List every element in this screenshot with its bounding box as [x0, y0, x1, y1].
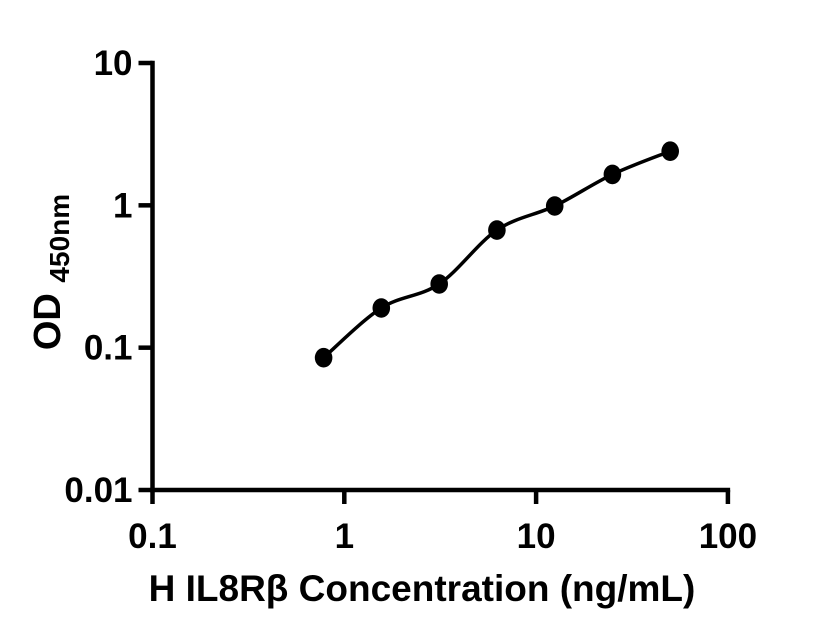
axes-group: 0.1 1 10 100 0.01 0.1 1 10	[64, 44, 757, 556]
y-tick-label: 10	[94, 44, 133, 83]
y-axis-title-main: OD	[27, 293, 69, 350]
y-axis-title: OD 450nm	[27, 194, 75, 350]
x-tick-label: 0.1	[128, 517, 177, 556]
x-axis-title: H IL8Rβ Concentration (ng/mL)	[149, 568, 696, 609]
data-point	[372, 298, 391, 318]
data-series-group	[314, 141, 679, 368]
y-tick-label: 0.01	[64, 471, 132, 510]
x-tick-label: 10	[517, 517, 556, 556]
data-point	[430, 274, 449, 294]
data-point	[314, 347, 333, 368]
x-tick-label: 1	[335, 517, 354, 556]
y-tick-label: 0.1	[84, 329, 133, 368]
data-point	[488, 220, 506, 240]
data-point	[603, 164, 622, 185]
x-tick-label: 100	[699, 517, 757, 556]
y-axis-title-subscript: 450nm	[44, 194, 75, 283]
data-point	[545, 196, 564, 216]
y-tick-label: 1	[113, 186, 132, 225]
data-point	[661, 141, 679, 161]
fit-curve	[322, 149, 671, 360]
